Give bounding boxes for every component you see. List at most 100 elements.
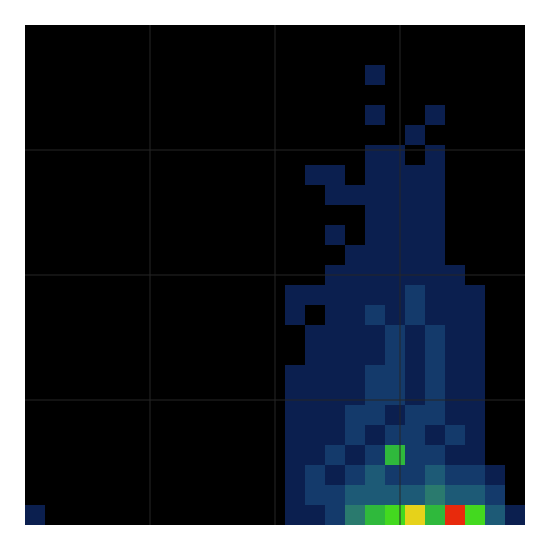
heatmap-cell	[325, 285, 345, 305]
heatmap-cell	[465, 505, 485, 525]
heatmap-cell	[345, 345, 365, 365]
heatmap-cell	[405, 425, 425, 445]
heatmap-cell	[325, 505, 345, 525]
heatmap-cell	[385, 465, 405, 485]
heatmap-cell	[465, 365, 485, 385]
heatmap-cell	[385, 305, 405, 325]
heatmap-cell	[465, 485, 485, 505]
heatmap-cell	[445, 365, 465, 385]
heatmap-cell	[325, 225, 345, 245]
heatmap-cell	[425, 425, 445, 445]
heatmap-cell	[405, 325, 425, 345]
heatmap-cell	[325, 445, 345, 465]
heatmap-cell	[385, 485, 405, 505]
heatmap-cell	[385, 365, 405, 385]
heatmap-cell	[465, 345, 485, 365]
heatmap-cell	[465, 465, 485, 485]
heatmap-cell	[285, 505, 305, 525]
heatmap-cell	[385, 425, 405, 445]
heatmap-cell	[425, 245, 445, 265]
heatmap-cell	[365, 425, 385, 445]
heatmap-cell	[325, 305, 345, 325]
heatmap-cell	[405, 485, 425, 505]
heatmap-cell	[365, 465, 385, 485]
heatmap-cell	[485, 465, 505, 485]
heatmap-cell	[445, 445, 465, 465]
heatmap-cell	[365, 65, 385, 85]
heatmap-cell	[365, 345, 385, 365]
heatmap-cell	[365, 185, 385, 205]
heatmap-cell	[425, 485, 445, 505]
heatmap-cell	[465, 445, 485, 465]
heatmap-cell	[445, 405, 465, 425]
heatmap-cell	[305, 405, 325, 425]
heatmap-cell	[405, 405, 425, 425]
heatmap-cell	[305, 325, 325, 345]
heatmap-cell	[365, 505, 385, 525]
heatmap-cell	[385, 505, 405, 525]
heatmap-cell	[365, 245, 385, 265]
heatmap-cell	[285, 365, 305, 385]
heatmap-cell	[325, 185, 345, 205]
heatmap-cell	[285, 425, 305, 445]
heatmap-cell	[385, 205, 405, 225]
heatmap-cell	[305, 425, 325, 445]
heatmap-cell	[325, 345, 345, 365]
heatmap-cell	[445, 305, 465, 325]
heatmap-cell	[365, 165, 385, 185]
heatmap-cell	[445, 325, 465, 345]
heatmap-cell	[285, 405, 305, 425]
heatmap-cell	[425, 105, 445, 125]
heatmap-cell	[345, 285, 365, 305]
heatmap-cell	[465, 425, 485, 445]
heatmap-cell	[425, 345, 445, 365]
gridlines	[25, 25, 525, 525]
heatmap-cell	[345, 425, 365, 445]
heatmap-cell	[425, 365, 445, 385]
heatmap-cell	[365, 325, 385, 345]
heatmap-cell	[345, 465, 365, 485]
heatmap-cell	[465, 305, 485, 325]
heatmap-cell	[365, 285, 385, 305]
heatmap-cell	[425, 385, 445, 405]
heatmap-cell	[425, 505, 445, 525]
heatmap-cell	[345, 325, 365, 345]
heatmap-cell	[385, 345, 405, 365]
heatmap-cell	[305, 365, 325, 385]
heatmap-cell	[405, 165, 425, 185]
heatmap-cell	[405, 205, 425, 225]
heatmap-cell	[345, 485, 365, 505]
heatmap-cell	[445, 485, 465, 505]
heatmap-cell	[285, 385, 305, 405]
heatmap-cell	[425, 165, 445, 185]
heatmap-cell	[425, 205, 445, 225]
heatmap-cell	[285, 485, 305, 505]
heatmap-cell	[485, 485, 505, 505]
heatmap-cell	[405, 185, 425, 205]
heatmap-cell	[445, 345, 465, 365]
heatmap-cell	[385, 325, 405, 345]
heatmap-cell	[325, 325, 345, 345]
heatmap-cell	[305, 385, 325, 405]
heatmap-cell	[365, 485, 385, 505]
heatmap-cell	[305, 165, 325, 185]
heatmap-cell	[25, 505, 45, 525]
heatmap-cell	[385, 185, 405, 205]
heatmap-cell	[325, 365, 345, 385]
heatmap-cell	[345, 405, 365, 425]
heatmap-cell	[385, 145, 405, 165]
heatmap-cell	[385, 405, 405, 425]
heatmap-cell	[405, 225, 425, 245]
heatmap-cell	[465, 385, 485, 405]
heatmap-cell	[365, 385, 385, 405]
heatmap-cell	[445, 285, 465, 305]
heatmap-cell	[325, 385, 345, 405]
heatmap-cell	[425, 145, 445, 165]
heatmap-cell	[345, 305, 365, 325]
heatmap-cell	[285, 465, 305, 485]
heatmap-cell	[325, 425, 345, 445]
heatmap-cell	[425, 445, 445, 465]
heatmap-cell	[385, 245, 405, 265]
heatmap-cell	[505, 505, 525, 525]
